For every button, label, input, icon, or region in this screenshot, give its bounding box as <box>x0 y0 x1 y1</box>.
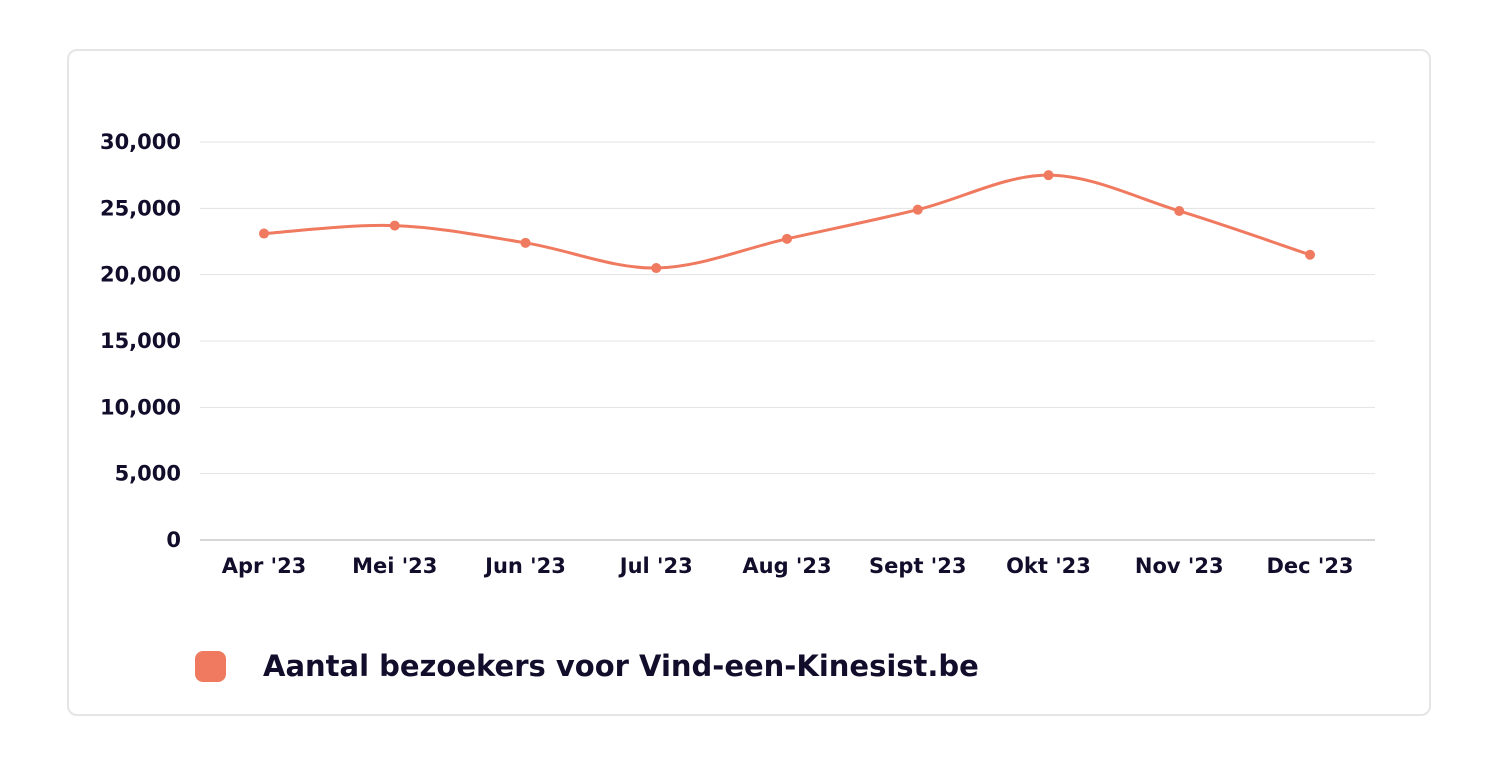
data-point <box>782 233 792 244</box>
x-tick-label: Mei '23 <box>352 554 437 578</box>
x-tick-label: Dec '23 <box>1266 554 1353 578</box>
data-point <box>912 204 923 215</box>
y-tick-label: 15,000 <box>100 329 181 353</box>
data-point <box>1043 170 1054 181</box>
data-point <box>259 228 269 239</box>
y-tick-label: 5,000 <box>115 462 181 486</box>
legend-label: Aantal bezoekers voor Vind-een-Kinesist.… <box>263 649 979 683</box>
x-tick-label: Jul '23 <box>618 554 693 578</box>
data-point <box>1305 249 1315 260</box>
y-tick-label: 25,000 <box>100 196 181 220</box>
legend[interactable]: Aantal bezoekers voor Vind-een-Kinesist.… <box>195 649 979 683</box>
legend-swatch <box>195 650 226 682</box>
data-point <box>1174 205 1185 216</box>
y-tick-label: 20,000 <box>100 263 181 287</box>
x-tick-label: Nov '23 <box>1135 554 1224 578</box>
y-axis-ticks: 0 5,000 10,000 15,000 20,000 25,000 30,000 <box>100 130 181 552</box>
data-point <box>520 237 531 248</box>
data-point <box>389 220 400 231</box>
data-point <box>651 263 662 274</box>
series-layer <box>259 170 1315 274</box>
x-tick-label: Aug '23 <box>742 554 831 578</box>
x-tick-label: Apr '23 <box>222 554 307 578</box>
chart-card <box>67 49 1431 716</box>
x-tick-label: Jun '23 <box>483 554 566 578</box>
y-tick-label: 0 <box>166 528 181 552</box>
series-line <box>262 173 1312 270</box>
x-axis-ticks: Apr '23 Mei '23 Jun '23 Jul '23 Aug '23 Sept … <box>222 554 1354 578</box>
x-tick-label: Okt '23 <box>1006 554 1091 578</box>
x-tick-label: Sept '23 <box>869 554 966 578</box>
y-tick-label: 10,000 <box>100 395 181 419</box>
y-tick-label: 30,000 <box>100 130 181 154</box>
grid-lines <box>200 141 1375 541</box>
